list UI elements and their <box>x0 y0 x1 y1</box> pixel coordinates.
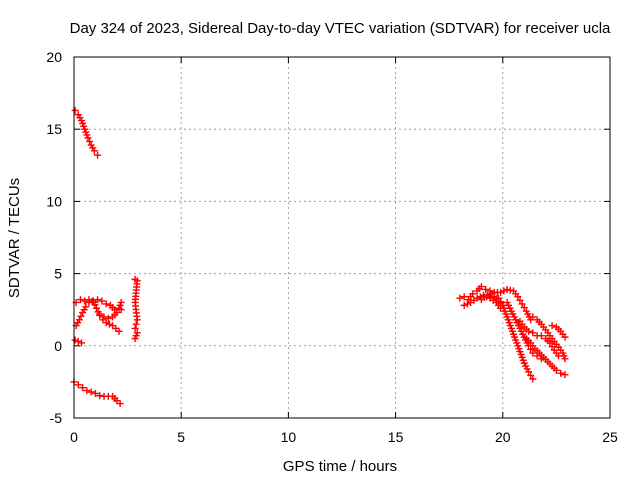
data-point <box>477 283 485 291</box>
data-point <box>503 285 511 293</box>
x-tick-label: 0 <box>70 429 78 445</box>
data-point <box>117 306 125 314</box>
y-axis-tick-labels: -5 0 5 10 15 20 <box>46 49 62 426</box>
data-point <box>102 319 110 327</box>
data-point <box>94 151 102 159</box>
data-point <box>104 314 112 322</box>
data-point <box>90 147 98 155</box>
data-point <box>89 297 97 305</box>
data-point <box>537 332 545 340</box>
data-point <box>117 298 125 306</box>
data-point <box>518 300 526 308</box>
data-point-interp <box>463 300 471 308</box>
y-tick-label: 5 <box>54 266 62 282</box>
data-point <box>75 316 83 324</box>
data-point <box>102 300 110 308</box>
chart-title: Day 324 of 2023, Sidereal Day-to-day VTE… <box>70 20 611 37</box>
data-point <box>116 400 124 408</box>
data-point-interp <box>91 301 99 309</box>
data-point <box>71 106 79 114</box>
data-point <box>473 294 481 302</box>
grid-lines <box>74 57 610 418</box>
data-point <box>98 297 106 305</box>
x-tick-label: 15 <box>388 429 404 445</box>
data-point <box>514 293 522 301</box>
y-tick-label: 0 <box>54 338 62 354</box>
data-point <box>469 290 477 298</box>
data-point <box>497 288 505 296</box>
data-point <box>83 387 91 395</box>
data-point <box>561 355 569 363</box>
data-point <box>82 303 90 311</box>
data-point <box>561 371 569 379</box>
data-point-interp <box>506 286 514 294</box>
data-point <box>525 327 533 335</box>
data-point <box>71 336 79 344</box>
data-point-interp <box>527 371 535 379</box>
x-tick-label: 20 <box>495 429 511 445</box>
data-point <box>460 301 468 309</box>
data-point <box>81 297 89 305</box>
data-point-interp <box>500 287 508 295</box>
data-point <box>460 293 468 301</box>
data-point <box>84 134 92 142</box>
data-points <box>70 106 569 408</box>
data-point <box>484 291 492 299</box>
data-point <box>482 285 490 293</box>
data-point <box>94 296 102 304</box>
data-point <box>93 304 101 312</box>
data-point <box>525 368 533 376</box>
y-tick-label: 15 <box>46 121 62 137</box>
data-point <box>113 309 121 317</box>
data-point <box>133 316 141 324</box>
data-point <box>85 298 93 306</box>
data-point-interp <box>527 345 535 353</box>
data-point <box>561 333 569 341</box>
data-point <box>529 375 537 383</box>
data-point <box>495 294 503 302</box>
data-point-interp <box>77 312 85 320</box>
x-tick-label: 10 <box>281 429 297 445</box>
data-point <box>546 339 554 347</box>
data-point <box>91 389 99 397</box>
data-point <box>78 339 86 347</box>
data-point <box>87 388 95 396</box>
data-point <box>96 310 104 318</box>
x-tick-label: 5 <box>177 429 185 445</box>
plot-frame <box>73 56 611 419</box>
data-point-interp <box>548 343 556 351</box>
data-point-interp <box>497 298 505 306</box>
data-point <box>529 349 537 357</box>
x-axis-label: GPS time / hours <box>283 458 397 475</box>
data-point <box>115 327 123 335</box>
data-point <box>131 324 139 332</box>
axis-ticks <box>73 56 611 419</box>
y-axis-label: SDTVAR / TECUs <box>6 178 23 298</box>
data-point-interp <box>487 290 495 298</box>
data-point <box>456 294 464 302</box>
y-tick-label: 20 <box>46 49 62 65</box>
data-point <box>74 381 82 389</box>
data-point <box>76 296 84 304</box>
data-point <box>100 313 108 321</box>
data-point <box>74 337 82 345</box>
data-point <box>557 369 565 377</box>
data-point-interp <box>86 137 94 145</box>
x-tick-label: 25 <box>602 429 618 445</box>
data-point <box>548 322 556 330</box>
data-point <box>131 335 139 343</box>
data-point-interp <box>516 296 524 304</box>
data-point <box>529 313 537 321</box>
data-point-interp <box>132 320 140 328</box>
data-point <box>552 366 560 374</box>
data-point-interp <box>520 304 528 312</box>
data-point <box>96 392 104 400</box>
data-point <box>529 329 537 337</box>
data-point <box>105 320 113 328</box>
data-point <box>79 384 87 392</box>
y-tick-label: 10 <box>46 193 62 209</box>
y-tick-label: -5 <box>50 410 63 426</box>
x-axis-tick-labels: 0 5 10 15 20 25 <box>70 429 618 445</box>
